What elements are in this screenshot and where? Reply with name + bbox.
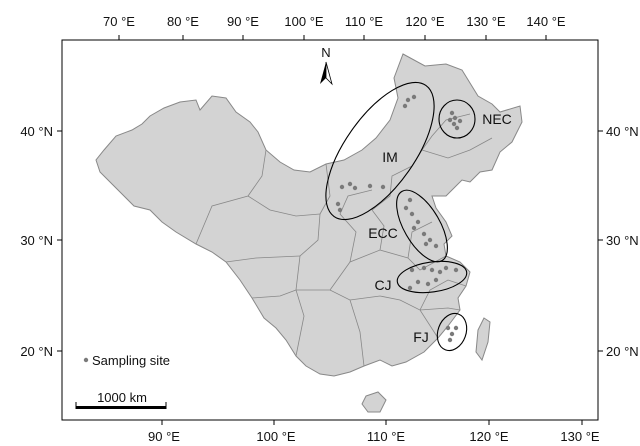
top-tick-label: 100 °E [284,14,324,29]
sampling-site-point [347,181,353,187]
sampling-site-point [337,207,343,213]
left-tick-label: 30 °N [20,233,53,248]
bottom-tick-label: 90 °E [148,429,180,444]
sampling-site-point [452,115,458,121]
region-label-ecc: ECC [368,225,398,241]
sampling-site-point [352,185,358,191]
region-label-nec: NEC [482,111,512,127]
scale-bar: 1000 km [75,390,167,409]
sampling-site-point [447,117,453,123]
sampling-site-point [415,279,421,285]
left-tick-label: 20 °N [20,344,53,359]
region-ellipse-ecc [396,189,448,263]
bottom-tick-label: 100 °E [256,429,296,444]
sampling-site-point [421,265,427,271]
bottom-axis: 90 °E 100 °E 110 °E 120 °E 130 °E [148,420,600,444]
top-axis: 70 °E 80 °E 90 °E 100 °E 110 °E 120 °E 1… [103,14,566,40]
sampling-site-point [407,285,413,291]
sampling-site-point [454,125,460,131]
top-tick-label: 70 °E [103,14,135,29]
sampling-site-point [437,269,443,275]
sampling-site-point [409,211,415,217]
sampling-site-point [407,197,413,203]
sampling-site-point [429,267,435,273]
region-ellipse-cj [396,260,468,294]
sampling-site-point [433,277,439,283]
sampling-site-point [415,219,421,225]
north-arrow: N [320,45,333,86]
bottom-tick-label: 130 °E [560,429,600,444]
sampling-site-point [425,281,431,287]
region-ellipses [325,81,476,352]
right-tick-label: 20 °N [606,344,639,359]
sampling-site-point [447,337,453,343]
sampling-site-point [433,243,439,249]
legend: Sampling site [83,353,170,368]
sampling-site-point [449,110,455,116]
legend-site-symbol [83,357,89,363]
top-tick-label: 120 °E [405,14,445,29]
sampling-site-point [402,103,408,109]
sampling-site-point [339,184,345,190]
region-label-fj: FJ [413,329,429,345]
region-ellipse-nec [438,99,476,139]
sampling-site-point [411,225,417,231]
left-axis: 40 °N 30 °N 20 °N [20,124,62,359]
taiwan-island [475,317,491,362]
sampling-site-point [405,97,411,103]
scale-bar-rule [76,406,166,409]
sampling-site-point [411,94,417,100]
sampling-site-point [443,265,449,271]
left-tick-label: 40 °N [20,124,53,139]
sampling-site-point [427,237,433,243]
sampling-site-point [449,331,455,337]
region-ellipse-im [325,81,435,221]
region-ellipse-fj [436,312,468,352]
sampling-site-point [335,201,341,207]
region-label-im: IM [382,149,398,165]
hainan-island [361,391,387,413]
sampling-site-point [445,325,451,331]
region-label-cj: CJ [374,277,391,293]
right-tick-label: 40 °N [606,124,639,139]
bottom-tick-label: 110 °E [367,429,406,444]
top-tick-label: 80 °E [167,14,199,29]
bottom-tick-label: 120 °E [469,429,509,444]
sampling-site-point [367,183,373,189]
sampling-site-point [423,241,429,247]
china-landmass [95,53,523,413]
right-tick-label: 30 °N [606,233,639,248]
top-tick-label: 130 °E [466,14,506,29]
legend-label: Sampling site [92,353,170,368]
sampling-site-point [421,231,427,237]
scale-bar-label: 1000 km [97,390,147,405]
north-arrow-label: N [321,45,330,60]
sampling-site-point [457,118,463,124]
top-tick-label: 140 °E [526,14,566,29]
sampling-site-point [451,121,457,127]
sampling-sites [335,94,463,343]
sampling-site-point [453,325,459,331]
region-labels: IM NEC ECC CJ FJ [368,111,512,345]
sampling-site-point [380,184,386,190]
top-tick-label: 90 °E [227,14,259,29]
top-tick-label: 110 °E [345,14,384,29]
sampling-site-point [453,267,459,273]
right-axis: 40 °N 30 °N 20 °N [598,124,639,359]
sampling-site-point [409,267,415,273]
north-arrow-icon [320,62,326,84]
sampling-site-point [403,205,409,211]
